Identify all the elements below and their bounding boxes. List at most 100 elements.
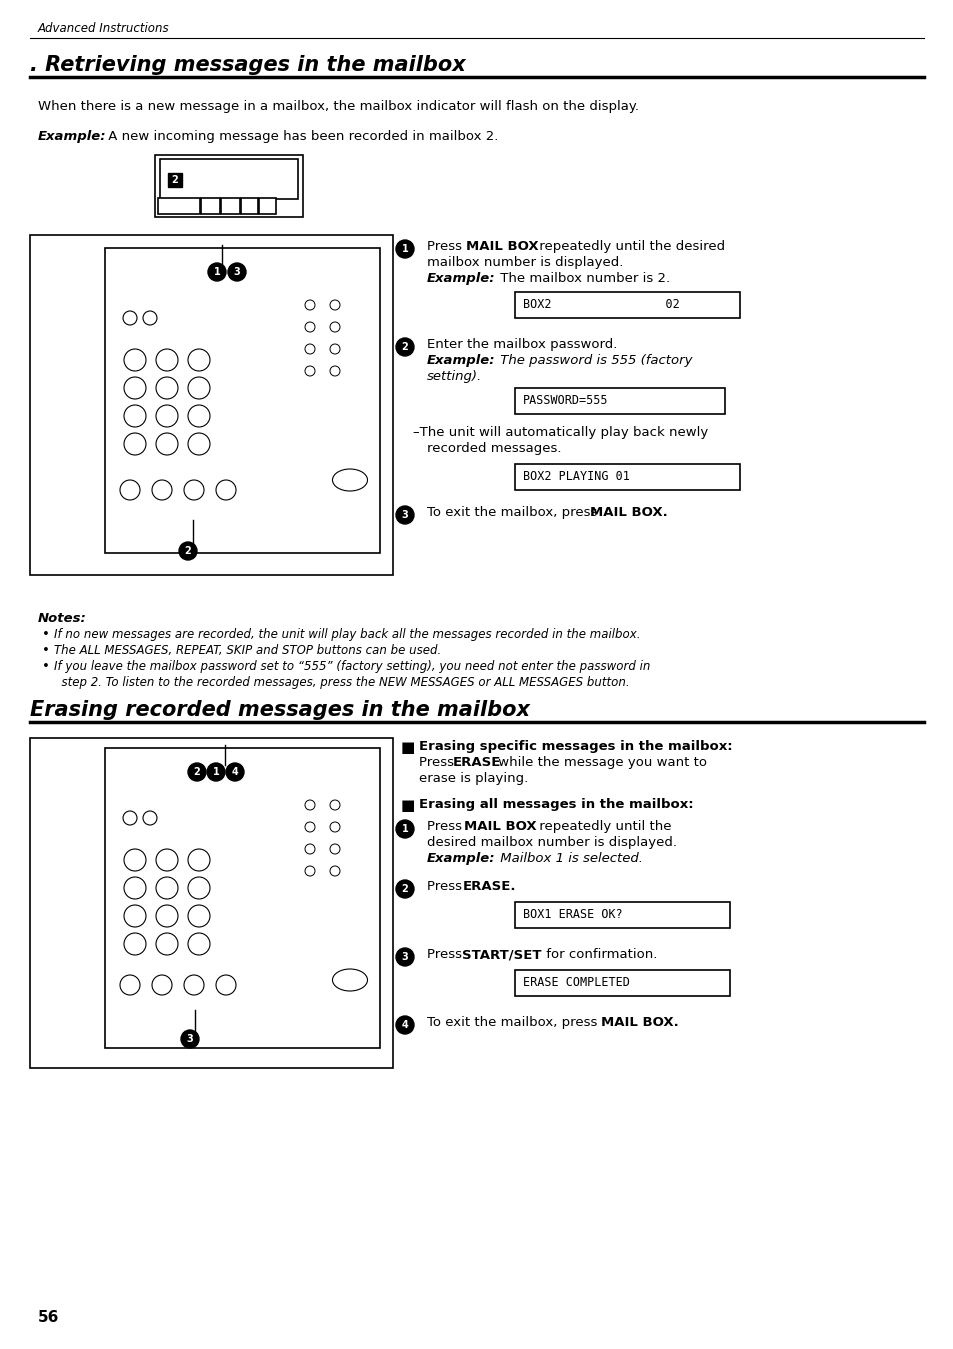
Circle shape — [395, 1016, 414, 1033]
Ellipse shape — [333, 969, 367, 992]
Circle shape — [188, 764, 206, 781]
Text: •: • — [42, 629, 50, 641]
Text: ■: ■ — [400, 741, 415, 755]
Text: Erasing specific messages in the mailbox:: Erasing specific messages in the mailbox… — [418, 741, 732, 753]
Circle shape — [184, 480, 204, 500]
Circle shape — [215, 975, 235, 996]
Circle shape — [395, 948, 414, 966]
Polygon shape — [125, 248, 379, 272]
Circle shape — [305, 344, 314, 353]
Circle shape — [330, 366, 339, 376]
Circle shape — [330, 322, 339, 332]
Ellipse shape — [333, 469, 367, 491]
Circle shape — [188, 849, 210, 871]
Text: recorded messages.: recorded messages. — [427, 442, 561, 455]
Circle shape — [188, 405, 210, 428]
Bar — [294, 285, 365, 384]
Text: 2: 2 — [401, 884, 408, 894]
Circle shape — [305, 866, 314, 876]
Text: 2: 2 — [401, 343, 408, 352]
Circle shape — [226, 764, 244, 781]
Circle shape — [188, 433, 210, 455]
Circle shape — [124, 433, 146, 455]
Circle shape — [305, 366, 314, 376]
Text: When there is a new message in a mailbox, the mailbox indicator will flash on th: When there is a new message in a mailbox… — [38, 100, 639, 113]
Circle shape — [330, 822, 339, 832]
Bar — [30, 738, 393, 1068]
Text: for confirmation.: for confirmation. — [541, 948, 657, 960]
Text: 1: 1 — [213, 768, 219, 777]
Text: 2: 2 — [185, 546, 192, 556]
Text: ERASE COMPLETED: ERASE COMPLETED — [522, 977, 629, 990]
Bar — [241, 198, 257, 214]
Circle shape — [188, 349, 210, 371]
Circle shape — [207, 764, 225, 781]
Bar — [154, 155, 303, 217]
Text: Example:: Example: — [38, 130, 107, 143]
Circle shape — [305, 844, 314, 854]
Circle shape — [152, 480, 172, 500]
Bar — [154, 290, 265, 335]
Text: ERASE: ERASE — [453, 755, 501, 769]
Circle shape — [188, 905, 210, 927]
Text: repeatedly until the desired: repeatedly until the desired — [535, 240, 724, 254]
Circle shape — [188, 934, 210, 955]
Text: Mailbox 1 is selected.: Mailbox 1 is selected. — [496, 853, 642, 865]
Circle shape — [143, 811, 157, 826]
Circle shape — [305, 322, 314, 332]
Bar — [30, 235, 393, 575]
Circle shape — [184, 975, 204, 996]
Text: If you leave the mailbox password set to “555” (factory setting), you need not e: If you leave the mailbox password set to… — [54, 660, 650, 673]
Text: 3: 3 — [401, 952, 408, 962]
Circle shape — [120, 975, 140, 996]
Circle shape — [124, 349, 146, 371]
Text: The password is 555 (factory: The password is 555 (factory — [496, 353, 692, 367]
Text: repeatedly until the: repeatedly until the — [535, 820, 671, 832]
Circle shape — [330, 844, 339, 854]
Text: Press: Press — [427, 820, 466, 832]
Bar — [105, 248, 379, 553]
Text: 3: 3 — [233, 267, 240, 277]
Circle shape — [123, 312, 137, 325]
Bar — [154, 791, 265, 835]
Text: MAIL BOX: MAIL BOX — [167, 204, 191, 209]
Text: Enter the mailbox password.: Enter the mailbox password. — [427, 339, 617, 351]
Text: •: • — [42, 643, 50, 657]
Text: Press: Press — [427, 880, 466, 893]
Text: Press: Press — [418, 755, 457, 769]
Text: Example:: Example: — [427, 853, 495, 865]
Circle shape — [156, 405, 178, 428]
Text: BOX1 ERASE OK?: BOX1 ERASE OK? — [522, 908, 622, 921]
Bar — [294, 785, 365, 885]
Text: mailbox number is displayed.: mailbox number is displayed. — [427, 256, 622, 268]
Text: Press: Press — [427, 240, 466, 254]
Bar — [221, 198, 240, 214]
Circle shape — [120, 480, 140, 500]
Text: 2: 2 — [172, 175, 178, 185]
Text: . Retrieving messages in the mailbox: . Retrieving messages in the mailbox — [30, 55, 465, 76]
Text: PASSWORD=555: PASSWORD=555 — [522, 394, 608, 407]
Text: erase is playing.: erase is playing. — [418, 772, 528, 785]
Circle shape — [395, 820, 414, 838]
Circle shape — [188, 376, 210, 399]
Circle shape — [188, 877, 210, 898]
Circle shape — [215, 480, 235, 500]
Circle shape — [156, 376, 178, 399]
Text: TEL
FAX: TEL FAX — [226, 201, 234, 210]
Text: To exit the mailbox, press: To exit the mailbox, press — [427, 1016, 601, 1029]
Bar — [515, 902, 729, 928]
Text: Notes:: Notes: — [38, 612, 87, 625]
Text: while the message you want to: while the message you want to — [494, 755, 706, 769]
Bar — [515, 389, 724, 414]
Text: ■: ■ — [400, 799, 415, 813]
Circle shape — [228, 263, 246, 281]
Text: 3: 3 — [401, 510, 408, 519]
Text: •: • — [42, 660, 50, 673]
Text: 2: 2 — [193, 768, 200, 777]
Text: desired mailbox number is displayed.: desired mailbox number is displayed. — [427, 836, 677, 849]
Circle shape — [123, 811, 137, 826]
Bar — [515, 464, 740, 490]
Text: MAIL BOX: MAIL BOX — [463, 820, 536, 832]
Text: If no new messages are recorded, the unit will play back all the messages record: If no new messages are recorded, the uni… — [54, 629, 639, 641]
Circle shape — [395, 880, 414, 898]
